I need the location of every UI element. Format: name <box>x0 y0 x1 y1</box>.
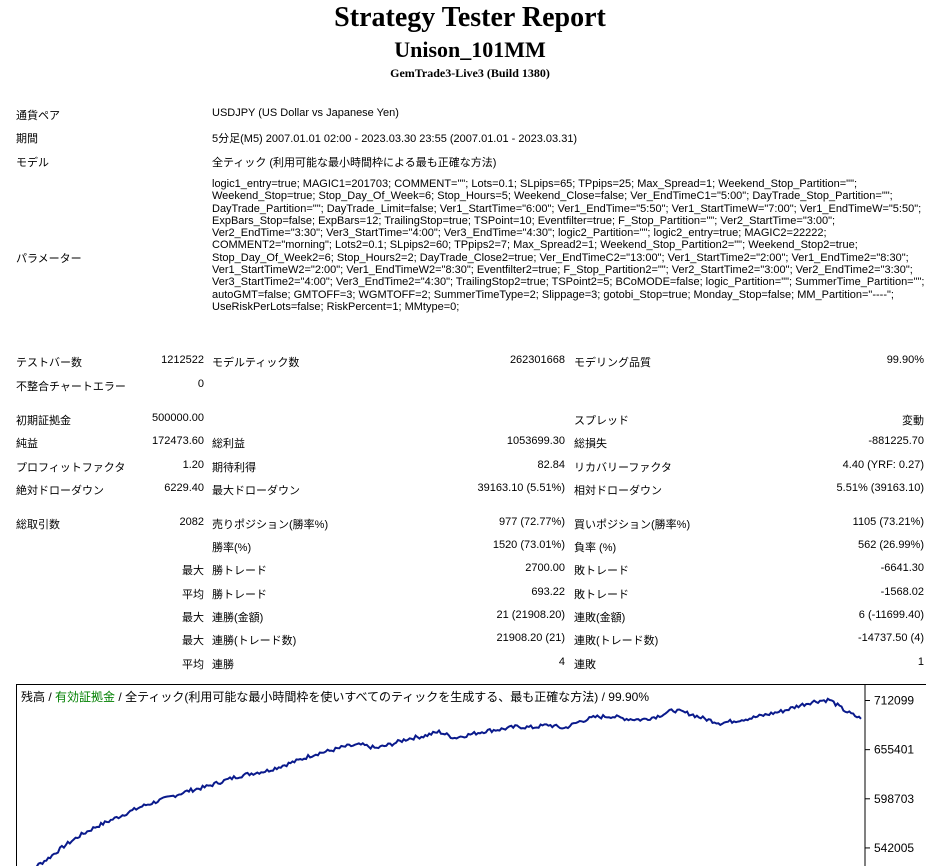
parameters-label: パラメーター <box>16 253 82 265</box>
mismatch-value: 0 <box>197 378 204 390</box>
avg-loss-value: -1568.02 <box>880 586 924 598</box>
mismatch-label: 不整合チャートエラー <box>16 381 126 393</box>
y-tick-label: 712099 <box>874 694 914 708</box>
spread-label: スプレッド <box>574 415 629 427</box>
consec-wins-value: 21 (21908.20) <box>496 609 566 621</box>
ticks-label: モデルティック数 <box>212 357 300 369</box>
model-value: 全ティック (利用可能な最小時間枠による最も正確な方法) <box>212 157 497 169</box>
net-profit-label: 純益 <box>16 438 38 450</box>
rel-drawdown-label: 相対ドローダウン <box>574 485 662 497</box>
recovery-factor-value: 4.40 (YRF: 0.27) <box>842 459 924 471</box>
total-trades-label: 総取引数 <box>16 519 60 531</box>
chart-title: 残高 / 有効証拠金 / 全ティック(利用可能な最小時間枠を使いすべてのティック… <box>21 688 649 705</box>
avg-loss-label: 敗トレード <box>574 589 629 601</box>
symbol-value: USDJPY (US Dollar vs Japanese Yen) <box>212 107 399 119</box>
total-trades-value: 2082 <box>179 516 204 528</box>
y-tick-label: 655401 <box>874 743 914 757</box>
consec-wins-label: 連勝(金額) <box>212 612 264 624</box>
consec-losses-value: 6 (-11699.40) <box>858 609 924 621</box>
largest-win-label: 勝トレード <box>212 565 267 577</box>
consec-profit-value: 21908.20 (21) <box>496 632 566 644</box>
loss-rate-value: 562 (26.99%) <box>857 539 924 551</box>
short-positions-label: 売りポジション(勝率%) <box>212 519 329 531</box>
balance-chart: 712099 655401 598703 542005 残高 / 有効証拠金 / 全テ… <box>16 684 926 866</box>
profit-factor-value: 1.20 <box>182 459 204 471</box>
largest-loss-value: -6641.30 <box>880 562 924 574</box>
chart-title-sep2: / <box>115 690 126 704</box>
expected-payoff-label: 期待利得 <box>212 462 256 474</box>
bars-label: テストバー数 <box>16 357 82 369</box>
gross-loss-value: -881225.70 <box>868 435 924 447</box>
short-positions-value: 977 (72.77%) <box>498 516 565 528</box>
avg-consec-prefix: 平均 <box>182 659 204 671</box>
consec-profit-label: 連勝(トレード数) <box>212 635 297 647</box>
quality-label: モデリング品質 <box>574 357 651 369</box>
gross-profit-value: 1053699.30 <box>506 435 565 447</box>
consec-losses-label: 連敗(金額) <box>574 612 626 624</box>
deposit-value: 500000.00 <box>152 412 204 424</box>
win-rate-label: 勝率(%) <box>212 542 252 554</box>
win-rate-value: 1520 (73.01%) <box>492 539 565 551</box>
chart-title-balance: 残高 <box>21 690 46 704</box>
max-drawdown-label: 最大ドローダウン <box>212 485 300 497</box>
largest-prefix: 最大 <box>182 565 204 577</box>
spread-value: 変動 <box>902 415 924 427</box>
loss-rate-label: 負率 (%) <box>574 542 617 554</box>
net-profit-value: 172473.60 <box>152 435 204 447</box>
report-title: Strategy Tester Report <box>334 2 606 33</box>
bars-value: 1212522 <box>161 354 204 366</box>
model-label: モデル <box>16 157 49 169</box>
avg-consec-losses-value: 1 <box>917 656 924 668</box>
quality-value: 99.90% <box>886 354 924 366</box>
average-prefix: 平均 <box>182 589 204 601</box>
avg-consec-wins-value: 4 <box>558 656 565 668</box>
abs-drawdown-value: 6229.40 <box>164 482 204 494</box>
period-value: 5分足(M5) 2007.01.01 02:00 - 2023.03.30 23… <box>212 133 578 145</box>
ticks-value: 262301668 <box>509 354 565 366</box>
avg-win-value: 693.22 <box>531 586 565 598</box>
chart-title-model: 全ティック(利用可能な最小時間枠を使いすべてのティックを生成する、最も正確な方法… <box>125 690 649 704</box>
profit-factor-label: プロフィットファクタ <box>16 462 126 474</box>
balance-line <box>35 697 862 866</box>
maximum-prefix: 最大 <box>182 612 204 624</box>
ea-name: Unison_101MM <box>394 37 546 62</box>
gross-profit-label: 総利益 <box>212 438 245 450</box>
chart-title-equity: 有効証拠金 <box>55 690 116 704</box>
expected-payoff-value: 82.84 <box>537 459 565 471</box>
largest-loss-label: 敗トレード <box>574 565 629 577</box>
deposit-label: 初期証拠金 <box>16 415 71 427</box>
avg-win-label: 勝トレード <box>212 589 267 601</box>
recovery-factor-label: リカバリーファクタ <box>574 462 672 474</box>
largest-win-value: 2700.00 <box>525 562 565 574</box>
parameters-value: logic1_entry=true; MAGIC1=201703; COMMEN… <box>212 178 925 313</box>
y-tick-label: 598703 <box>874 792 914 806</box>
balance-chart-svg: 712099 655401 598703 542005 <box>35 685 914 866</box>
long-positions-label: 買いポジション(勝率%) <box>574 519 691 531</box>
consec-loss-amount-value: -14737.50 (4) <box>857 632 924 644</box>
rel-drawdown-value: 5.51% (39163.10) <box>836 482 924 494</box>
maximal-prefix: 最大 <box>182 635 204 647</box>
avg-consec-wins-label: 連勝 <box>212 659 234 671</box>
symbol-label: 通貨ペア <box>16 110 60 122</box>
max-drawdown-value: 39163.10 (5.51%) <box>477 482 565 494</box>
abs-drawdown-label: 絶対ドローダウン <box>16 485 104 497</box>
avg-consec-losses-label: 連敗 <box>574 659 596 671</box>
long-positions-value: 1105 (73.21%) <box>852 516 924 528</box>
chart-title-sep1: / <box>45 690 56 704</box>
period-label: 期間 <box>16 133 38 145</box>
y-tick-label: 542005 <box>874 841 914 855</box>
consec-loss-amount-label: 連敗(トレード数) <box>574 635 659 647</box>
server-build: GemTrade3-Live3 (Build 1380) <box>390 66 550 80</box>
gross-loss-label: 総損失 <box>574 438 607 450</box>
